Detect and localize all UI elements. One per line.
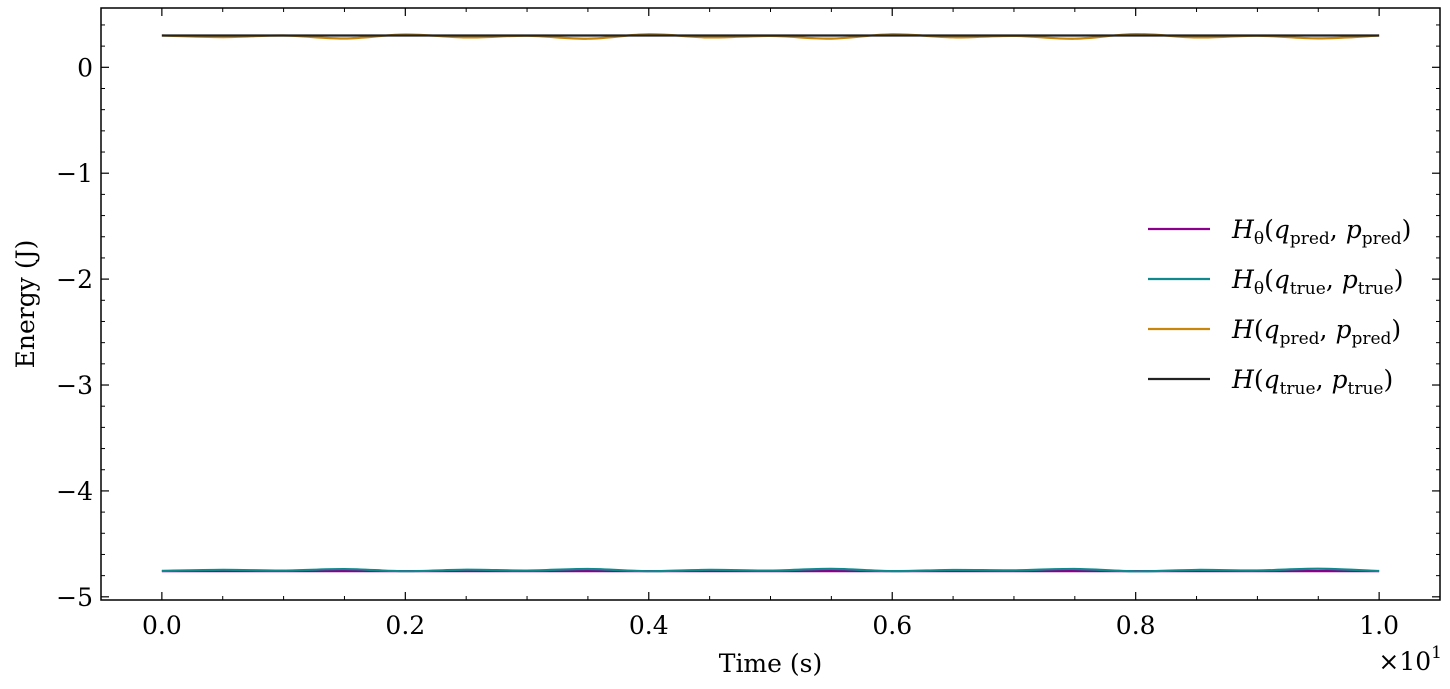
y-tick-label: 0: [77, 53, 93, 82]
legend-label-2: H(qpred, ppred): [1231, 315, 1401, 349]
x-multiplier: ×101: [1378, 643, 1442, 676]
y-tick-label: −3: [56, 371, 93, 400]
y-tick-label: −5: [56, 583, 93, 612]
legend-label-3: H(qtrue, ptrue): [1231, 365, 1393, 399]
x-tick-label: 0.8: [1116, 611, 1156, 640]
legend-label-0: Hθ(qpred, ppred): [1231, 215, 1411, 249]
series-lines: [161, 32, 1380, 573]
legend: Hθ(qpred, ppred) Hθ(qtrue, ptrue) H(qpred,…: [1148, 215, 1411, 399]
series-line-1: [161, 567, 1380, 573]
x-tick-label: 0.2: [385, 611, 425, 640]
x-axis-label: Time (s): [719, 649, 822, 678]
x-tick-label: 1.0: [1359, 611, 1399, 640]
x-multiplier-exponent: 1: [1431, 643, 1442, 663]
x-tick-label: 0.4: [629, 611, 669, 640]
legend-label-1: Hθ(qtrue, ptrue): [1231, 265, 1403, 299]
axes-frame: [100, 7, 1441, 601]
y-axis-label: Energy (J): [11, 240, 40, 369]
axis-ticks: 0.0 0.2 0.4 0.6 0.8 1.0 0 −1 −2 −3 −4 −5: [56, 8, 1441, 640]
x-tick-label: 0.6: [872, 611, 912, 640]
y-tick-label: −2: [56, 265, 93, 294]
y-tick-label: −4: [56, 477, 93, 506]
x-tick-label: 0.0: [142, 611, 182, 640]
y-tick-label: −1: [56, 159, 93, 188]
x-multiplier-base: ×10: [1378, 647, 1431, 676]
